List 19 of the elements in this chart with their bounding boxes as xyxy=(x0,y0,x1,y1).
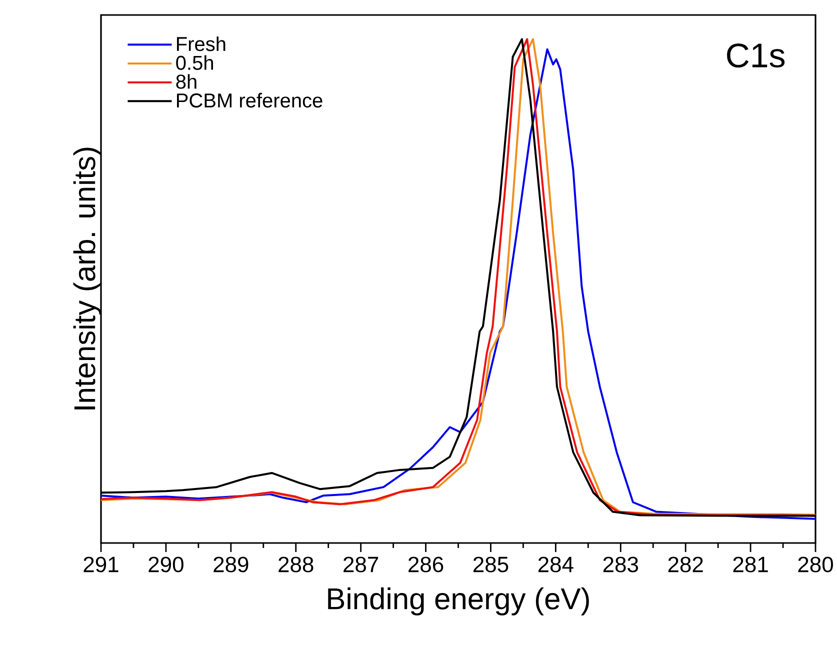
legend-label: Fresh xyxy=(176,36,226,52)
x-tick-label: 290 xyxy=(148,556,184,572)
x-tick-label: 284 xyxy=(538,556,574,572)
x-tick-label: 286 xyxy=(408,556,444,572)
x-tick-label: 285 xyxy=(473,556,508,572)
x-axis-title: Binding energy (eV) xyxy=(328,587,589,616)
x-tick-label: 280 xyxy=(798,556,833,572)
x-tick-label: 282 xyxy=(668,556,703,572)
annotation: C1s xyxy=(727,43,785,68)
x-tick-label: 281 xyxy=(733,556,768,572)
legend-label: 0.5h xyxy=(176,55,213,70)
x-tick-label: 288 xyxy=(278,556,314,572)
x-tick-label: 289 xyxy=(214,556,248,572)
x-tick-label: 283 xyxy=(603,556,638,572)
y-axis-title: Intensity (arb. units) xyxy=(73,148,102,410)
x-tick-label: 291 xyxy=(84,556,118,572)
legend-label: PCBM reference xyxy=(176,92,322,108)
x-tick-label: 287 xyxy=(344,556,378,572)
legend-label: 8h xyxy=(176,74,196,89)
